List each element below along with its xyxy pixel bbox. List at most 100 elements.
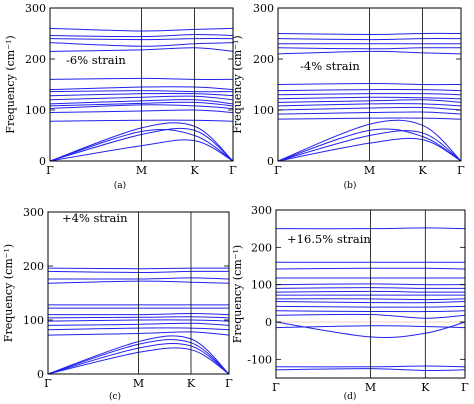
phonon-branch-9 bbox=[49, 95, 234, 101]
x-tick-label: Γ bbox=[272, 381, 280, 394]
phonon-branch-0 bbox=[47, 342, 230, 375]
phonon-branch-12 bbox=[49, 86, 234, 91]
phonon-branch-1 bbox=[277, 137, 462, 162]
y-tick-label: 0 bbox=[37, 368, 44, 381]
plot-frame bbox=[49, 7, 234, 162]
phonon-branch-7 bbox=[277, 103, 462, 107]
phonon-branch-13 bbox=[47, 277, 230, 280]
x-tick-label: K bbox=[421, 381, 430, 394]
panel-1: 0 100 200 300 Γ M K Γ -4% strain Frequency (cm⁻¹)… bbox=[231, 2, 465, 191]
phonon-branch-3 bbox=[49, 122, 234, 162]
phonon-branch-15 bbox=[47, 267, 230, 270]
phonon-branch-6 bbox=[47, 322, 230, 326]
phonon-branch-14 bbox=[49, 47, 234, 52]
x-tick-label: M bbox=[364, 164, 375, 177]
x-tick-label: K bbox=[187, 377, 196, 390]
phonon-branch-18 bbox=[49, 27, 234, 32]
phonon-branch-13 bbox=[49, 77, 234, 80]
x-tick-label: K bbox=[418, 164, 427, 177]
phonon-branch-6 bbox=[49, 104, 234, 109]
phonon-branch-1 bbox=[47, 347, 230, 375]
phonon-branch-11 bbox=[49, 90, 234, 93]
phonon-branch-10 bbox=[277, 93, 462, 96]
y-tick-label: 300 bbox=[25, 2, 46, 15]
y-tick-label: 200 bbox=[251, 241, 272, 254]
phonon-branch-8 bbox=[47, 316, 230, 319]
phonon-branch-12 bbox=[47, 280, 230, 284]
y-tick-label: 100 bbox=[253, 104, 274, 117]
x-tick-label: Γ bbox=[274, 164, 282, 177]
phonon-branch-8 bbox=[277, 99, 462, 103]
panel-label: (b) bbox=[344, 180, 357, 191]
phonon-branch-4 bbox=[275, 313, 466, 319]
y-tick-label: -100 bbox=[247, 353, 272, 366]
phonon-branch-2 bbox=[277, 128, 462, 162]
y-tick-label: 300 bbox=[251, 204, 272, 217]
panel-label: (a) bbox=[114, 180, 126, 191]
strain-label: +16.5% strain bbox=[287, 232, 371, 246]
phonon-branch-11 bbox=[275, 287, 466, 289]
y-tick-label: 100 bbox=[25, 104, 46, 117]
x-tick-label: Γ bbox=[225, 377, 233, 390]
x-tick-label: Γ bbox=[46, 164, 54, 177]
phonon-branch-4 bbox=[47, 331, 230, 336]
y-tick-label: 0 bbox=[39, 155, 46, 168]
phonon-branch-13 bbox=[277, 50, 462, 55]
strain-label: -4% strain bbox=[300, 59, 360, 73]
y-tick-label: 200 bbox=[25, 53, 46, 66]
phonon-branch-4 bbox=[277, 117, 462, 120]
phonon-branch-16 bbox=[275, 227, 466, 230]
y-tick-label: 100 bbox=[251, 279, 272, 292]
phonon-branch-3 bbox=[275, 325, 466, 329]
phonon-branch-7 bbox=[47, 319, 230, 322]
phonon-branch-14 bbox=[47, 270, 230, 273]
panel-3: -100 0 100 200 300 Γ M K Γ +16.5% strain Frequency… bbox=[231, 204, 469, 402]
x-tick-label: M bbox=[365, 381, 376, 394]
y-axis-label: Frequency (cm⁻¹) bbox=[231, 35, 244, 133]
panel-2: 0 100 200 300 Γ M K Γ +4% strain Frequency (cm⁻¹)… bbox=[2, 206, 233, 402]
x-tick-label: M bbox=[133, 377, 144, 390]
phonon-branch-2 bbox=[49, 129, 234, 162]
plot-frame bbox=[277, 7, 462, 162]
panel-label: (c) bbox=[109, 391, 121, 402]
x-tick-label: Γ bbox=[457, 164, 465, 177]
x-tick-label: Γ bbox=[44, 377, 52, 390]
phonon-branch-12 bbox=[277, 82, 462, 86]
phonon-branch-10 bbox=[275, 290, 466, 293]
phonon-branch-11 bbox=[277, 88, 462, 92]
phonon-branch-10 bbox=[49, 92, 234, 97]
y-tick-label: 0 bbox=[267, 155, 274, 168]
phonon-branch-7 bbox=[49, 101, 234, 107]
phonon-branch-15 bbox=[49, 42, 234, 47]
phonon-branch-2 bbox=[275, 321, 466, 338]
y-tick-label: 0 bbox=[265, 316, 272, 329]
y-axis-label: Frequency (cm⁻¹) bbox=[4, 35, 17, 133]
phonon-branch-9 bbox=[47, 313, 230, 316]
phonon-branch-5 bbox=[49, 109, 234, 114]
phonon-branch-6 bbox=[275, 305, 466, 308]
x-tick-label: M bbox=[136, 164, 147, 177]
phonon-branch-14 bbox=[277, 47, 462, 50]
phonon-branch-1 bbox=[49, 139, 234, 162]
panel-0: 0 100 200 300 Γ M K Γ -6% strain Frequency (cm⁻¹)… bbox=[4, 2, 237, 191]
phonon-branch-5 bbox=[275, 310, 466, 313]
y-tick-label: 200 bbox=[23, 260, 44, 273]
y-axis-label: Frequency (cm⁻¹) bbox=[2, 244, 15, 342]
phonon-branch-6 bbox=[277, 106, 462, 111]
x-tick-label: Γ bbox=[229, 164, 237, 177]
phonon-branch-0 bbox=[275, 368, 466, 372]
phonon-branch-7 bbox=[275, 300, 466, 304]
phonon-branch-1 bbox=[275, 365, 466, 368]
phonon-branch-3 bbox=[277, 119, 462, 162]
y-tick-label: 100 bbox=[23, 314, 44, 327]
phonon-branch-2 bbox=[47, 339, 230, 375]
phonon-branch-5 bbox=[277, 111, 462, 115]
phonon-branch-16 bbox=[277, 38, 462, 41]
panel-label: (d) bbox=[344, 391, 357, 402]
phonon-branch-12 bbox=[275, 283, 466, 286]
phonon-branch-14 bbox=[275, 267, 466, 270]
phonon-branch-4 bbox=[49, 119, 234, 122]
phonon-branch-5 bbox=[47, 327, 230, 331]
phonon-branch-16 bbox=[49, 38, 234, 41]
